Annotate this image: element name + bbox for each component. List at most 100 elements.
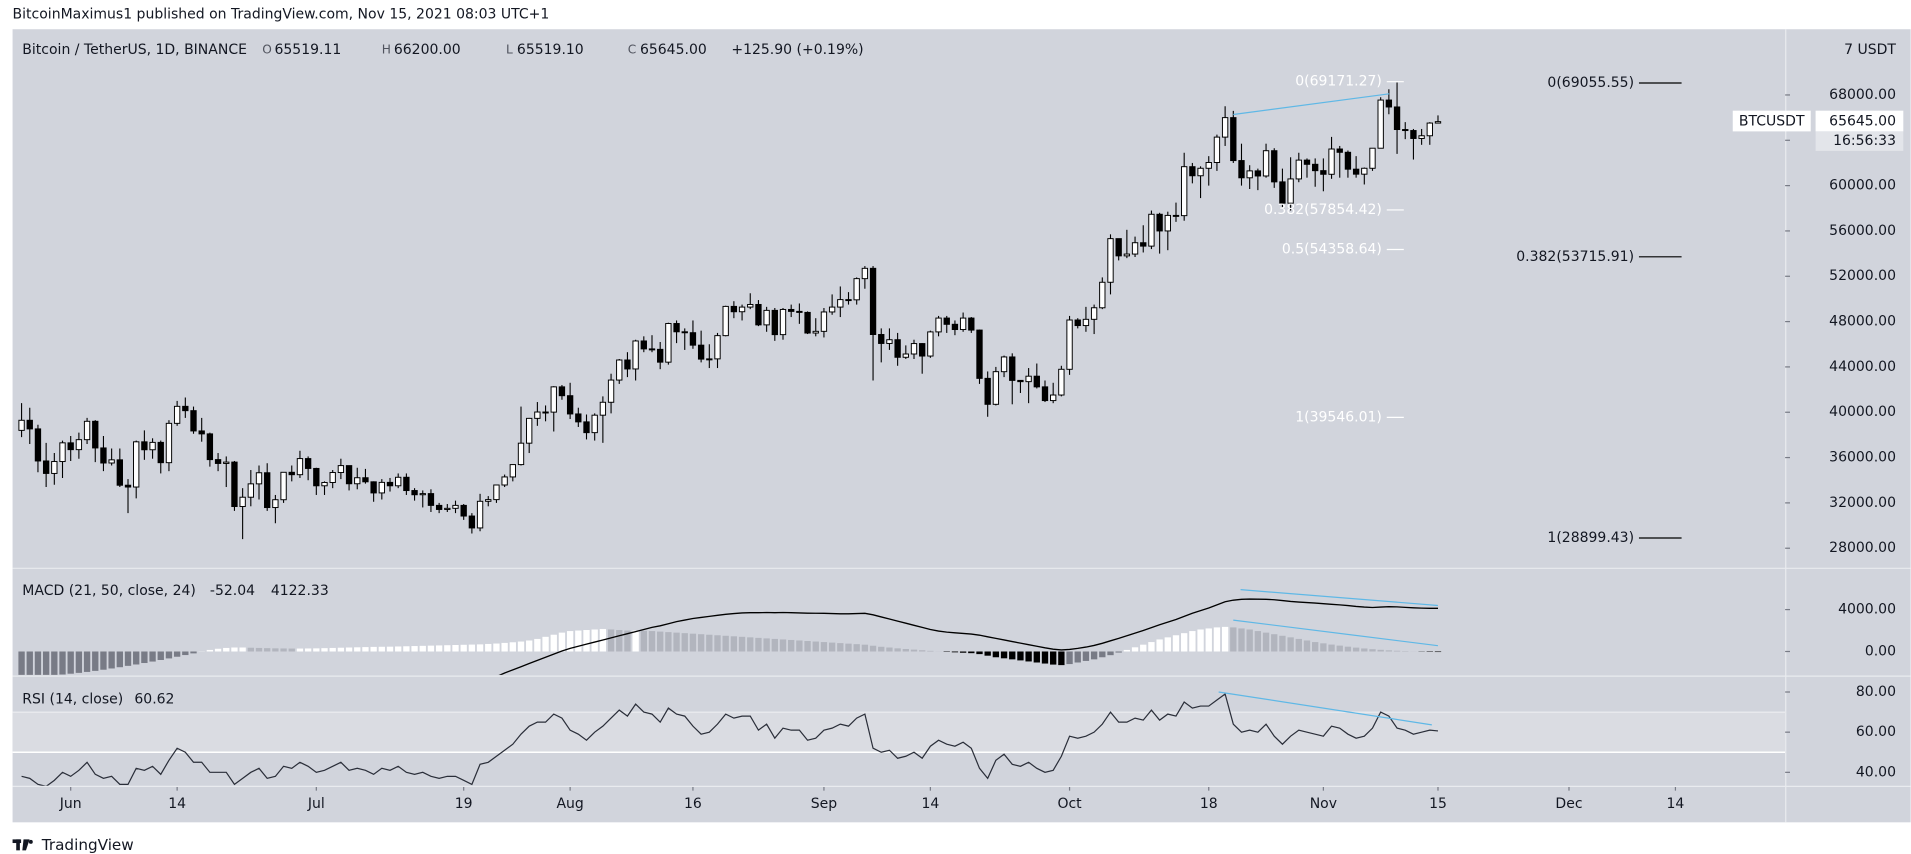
macd-histogram-bar	[648, 631, 656, 652]
macd-histogram-bar	[779, 639, 787, 652]
y-tick-label: 36000.00	[1829, 450, 1896, 466]
macd-histogram-bar	[1213, 627, 1221, 652]
macd-histogram-bar	[689, 633, 697, 652]
candle-body	[796, 310, 803, 313]
y-tick-label: 0.00	[1865, 643, 1896, 659]
x-tick-label: Aug	[556, 796, 583, 812]
macd-histogram-bar	[820, 642, 828, 652]
candle-body	[1328, 148, 1335, 175]
candle-body	[329, 472, 336, 483]
readout-value: 65519.11	[274, 42, 341, 58]
candle-body	[1000, 356, 1008, 373]
candle-body	[214, 459, 222, 464]
candle-body	[722, 305, 729, 337]
candle-body	[935, 317, 942, 333]
candle-body	[837, 299, 844, 308]
candle-body	[1295, 159, 1302, 180]
candle-body	[828, 306, 836, 313]
candle-body	[542, 411, 549, 414]
publisher: BitcoinMaximus1 published on TradingView…	[13, 7, 550, 23]
candle-body	[1230, 117, 1237, 162]
macd-histogram-bar	[51, 651, 58, 675]
candle-body	[231, 461, 238, 508]
candle-body	[198, 430, 205, 435]
candle-body	[1082, 318, 1090, 327]
candle-body	[927, 331, 934, 357]
macd-histogram-bar	[632, 630, 639, 652]
macd-line	[498, 598, 1438, 675]
macd-histogram-bar	[607, 629, 615, 652]
candle-body	[706, 358, 713, 361]
macd-histogram-bar	[1156, 639, 1163, 652]
x-tick-label: 14	[921, 796, 939, 812]
candle-body	[779, 308, 787, 336]
y-tick-label: 44000.00	[1829, 359, 1896, 375]
macd-histogram-bar	[419, 645, 426, 652]
candle-body	[149, 441, 156, 451]
macd-histogram-bar	[26, 651, 33, 675]
macd-histogram-bar	[1295, 638, 1302, 652]
macd-histogram-bar	[861, 644, 869, 652]
macd-histogram-bar	[796, 640, 803, 652]
candle-body	[886, 339, 893, 344]
candle-body	[444, 507, 451, 510]
macd-histogram-bar	[526, 640, 533, 652]
candle-body	[992, 371, 1000, 405]
macd-histogram-bar	[706, 634, 713, 652]
candle-body	[534, 411, 541, 419]
macd-histogram-bar	[1017, 651, 1024, 661]
macd-histogram-bar	[730, 636, 738, 652]
macd-histogram-bar	[124, 651, 132, 666]
y-tick-label: 68000.00	[1829, 87, 1896, 103]
candle-body	[18, 419, 25, 431]
macd-histogram-bar	[1320, 643, 1327, 652]
candle-body	[878, 334, 885, 344]
fib-label: 0(69055.55)	[1547, 75, 1634, 91]
readout-key: H	[382, 42, 391, 56]
candle-body	[190, 410, 197, 432]
candle-body	[517, 442, 525, 466]
macd-histogram-bar	[697, 634, 705, 652]
candle-body	[1181, 166, 1188, 217]
macd-histogram-bar	[722, 635, 729, 652]
macd-histogram-bar	[534, 638, 541, 652]
macd-histogram-bar	[116, 651, 123, 668]
candle-body	[345, 465, 353, 485]
y-tick-label: 56000.00	[1829, 223, 1896, 239]
macd-histogram-bar	[1066, 651, 1073, 665]
macd-histogram-bar	[1148, 642, 1155, 652]
candle-body	[1115, 238, 1122, 257]
candle-body	[296, 458, 304, 476]
candle-body	[697, 344, 705, 360]
candle-body	[1197, 167, 1204, 177]
fib-label: 1(28899.43)	[1547, 530, 1634, 546]
macd-histogram-bar	[1254, 631, 1262, 652]
macd-histogram-bar	[1025, 651, 1032, 662]
candle-body	[558, 386, 566, 397]
macd-histogram-bar	[951, 651, 959, 653]
macd-histogram-bar	[959, 651, 967, 653]
macd-histogram-bar	[272, 648, 279, 652]
candle-body	[526, 417, 533, 444]
macd-histogram-bar	[1123, 649, 1131, 652]
macd-histogram-bar	[910, 649, 918, 652]
candle-body	[665, 323, 672, 363]
trend-line	[1218, 691, 1432, 726]
macd-histogram-bar	[476, 644, 484, 652]
macd-histogram-bar	[968, 651, 975, 654]
candle-body	[157, 441, 164, 464]
candle-body	[1099, 281, 1106, 309]
macd-histogram-bar	[1009, 651, 1016, 660]
candle-body	[288, 471, 295, 476]
candle-body	[386, 481, 394, 487]
candle-body	[206, 433, 214, 461]
macd-histogram-bar	[386, 646, 394, 652]
macd-histogram-bar	[845, 643, 852, 652]
macd-histogram-bar	[1041, 651, 1049, 664]
candle-body	[354, 477, 361, 485]
x-tick-label: 15	[1429, 796, 1447, 812]
macd-histogram-bar	[1140, 644, 1147, 652]
macd-histogram-bar	[313, 648, 320, 652]
candle-body	[116, 459, 123, 486]
macd-histogram-bar	[1279, 635, 1286, 652]
